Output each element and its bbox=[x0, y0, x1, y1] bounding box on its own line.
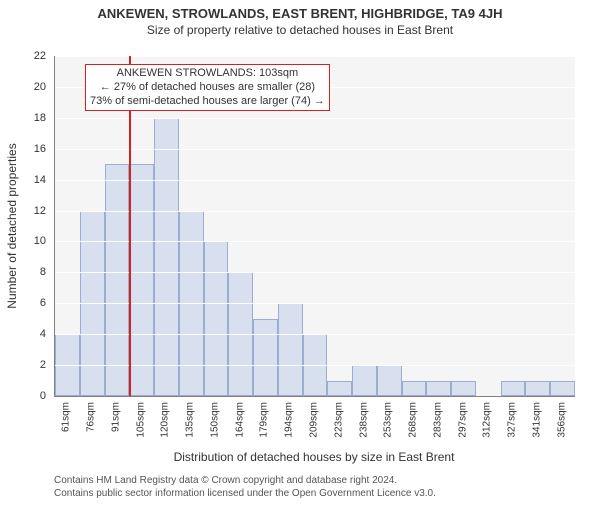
histogram-chart: ANKEWEN STROWLANDS: 103sqm← 27% of detac… bbox=[54, 56, 574, 396]
x-tick: 61sqm bbox=[61, 402, 72, 432]
x-tick: 283sqm bbox=[432, 402, 443, 438]
histogram-bar bbox=[253, 319, 278, 396]
histogram-bar bbox=[550, 381, 575, 396]
y-tick: 2 bbox=[6, 359, 46, 371]
x-tick: 91sqm bbox=[110, 402, 121, 432]
x-tick: 209sqm bbox=[309, 402, 320, 438]
histogram-bar bbox=[451, 381, 476, 396]
x-tick: 105sqm bbox=[135, 402, 146, 438]
y-axis-label: Number of detached properties bbox=[5, 143, 19, 308]
plot-area: ANKEWEN STROWLANDS: 103sqm← 27% of detac… bbox=[54, 56, 575, 397]
histogram-bar bbox=[278, 303, 303, 396]
x-tick: 223sqm bbox=[333, 402, 344, 438]
y-tick: 16 bbox=[6, 143, 46, 155]
annotation-box: ANKEWEN STROWLANDS: 103sqm← 27% of detac… bbox=[85, 64, 330, 111]
gridline bbox=[55, 334, 575, 335]
x-tick: 194sqm bbox=[284, 402, 295, 438]
gridline bbox=[55, 118, 575, 119]
x-tick: 253sqm bbox=[383, 402, 394, 438]
annotation-line: ← 27% of detached houses are smaller (28… bbox=[90, 81, 325, 95]
histogram-bar bbox=[352, 365, 377, 396]
histogram-bar bbox=[105, 164, 130, 396]
histogram-bar bbox=[327, 381, 352, 396]
histogram-bar bbox=[402, 381, 427, 396]
x-tick: 268sqm bbox=[408, 402, 419, 438]
gridline bbox=[55, 180, 575, 181]
footer-attribution: Contains HM Land Registry data © Crown c… bbox=[54, 474, 436, 500]
gridline bbox=[55, 241, 575, 242]
x-tick: 297sqm bbox=[457, 402, 468, 438]
annotation-line: ANKEWEN STROWLANDS: 103sqm bbox=[90, 67, 325, 81]
footer-line-2: Contains public sector information licen… bbox=[54, 487, 436, 500]
y-tick: 4 bbox=[6, 328, 46, 340]
x-tick: 179sqm bbox=[259, 402, 270, 438]
gridline bbox=[55, 149, 575, 150]
y-tick: 6 bbox=[6, 297, 46, 309]
x-tick: 312sqm bbox=[482, 402, 493, 438]
x-tick: 76sqm bbox=[86, 402, 97, 432]
gridline bbox=[55, 211, 575, 212]
y-tick: 0 bbox=[6, 390, 46, 402]
y-tick: 12 bbox=[6, 205, 46, 217]
y-tick: 10 bbox=[6, 235, 46, 247]
gridline bbox=[55, 365, 575, 366]
gridline bbox=[55, 56, 575, 57]
histogram-bar bbox=[154, 118, 179, 396]
histogram-bar bbox=[129, 164, 154, 396]
x-tick: 120sqm bbox=[160, 402, 171, 438]
y-tick: 18 bbox=[6, 112, 46, 124]
x-tick: 356sqm bbox=[556, 402, 567, 438]
y-tick: 22 bbox=[6, 50, 46, 62]
x-tick: 327sqm bbox=[507, 402, 518, 438]
histogram-bar bbox=[525, 381, 550, 396]
x-tick: 164sqm bbox=[234, 402, 245, 438]
page-title-1: ANKEWEN, STROWLANDS, EAST BRENT, HIGHBRI… bbox=[0, 6, 600, 21]
histogram-bar bbox=[377, 365, 402, 396]
x-tick: 341sqm bbox=[531, 402, 542, 438]
x-tick: 150sqm bbox=[209, 402, 220, 438]
gridline bbox=[55, 272, 575, 273]
y-tick: 14 bbox=[6, 174, 46, 186]
y-tick: 20 bbox=[6, 81, 46, 93]
histogram-bar bbox=[204, 241, 229, 396]
y-tick: 8 bbox=[6, 266, 46, 278]
histogram-bar bbox=[501, 381, 526, 396]
x-tick: 238sqm bbox=[358, 402, 369, 438]
annotation-line: 73% of semi-detached houses are larger (… bbox=[90, 95, 325, 109]
histogram-bar bbox=[426, 381, 451, 396]
x-tick: 135sqm bbox=[185, 402, 196, 438]
footer-line-1: Contains HM Land Registry data © Crown c… bbox=[54, 474, 436, 487]
gridline bbox=[55, 303, 575, 304]
x-axis-label: Distribution of detached houses by size … bbox=[54, 450, 574, 464]
page-title-2: Size of property relative to detached ho… bbox=[0, 23, 600, 37]
